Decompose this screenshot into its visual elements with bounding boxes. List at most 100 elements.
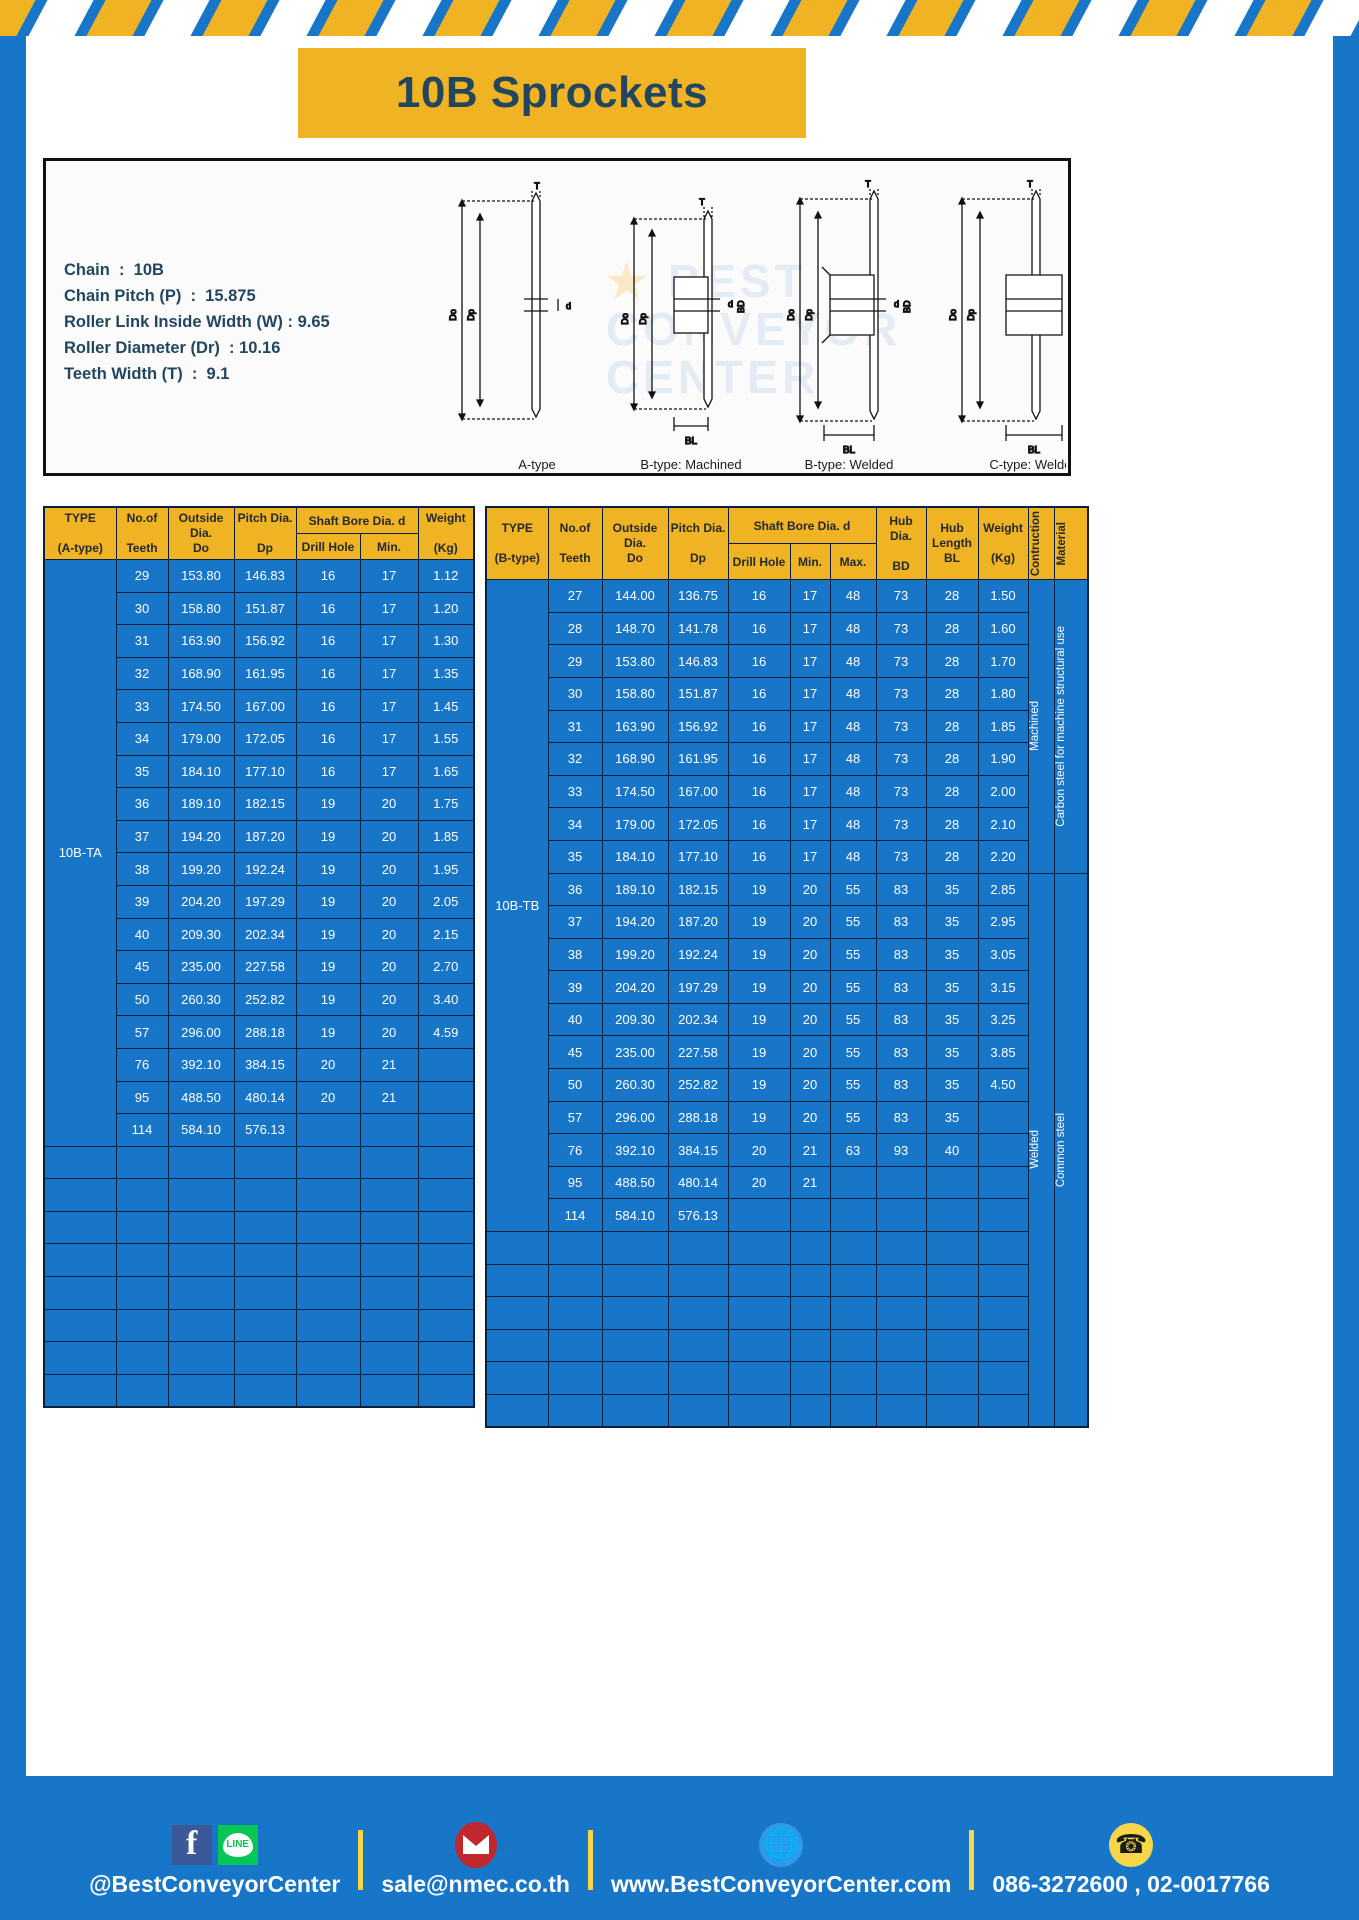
cell-teeth: 31	[547, 709, 603, 744]
cell-do: 194.20	[167, 819, 235, 854]
facebook-icon[interactable]: f	[171, 1824, 212, 1865]
cell-dp: 288.18	[233, 1015, 297, 1049]
cell-dp: 187.20	[233, 819, 297, 854]
cell-max	[829, 1263, 877, 1298]
cell-teeth: 33	[547, 774, 603, 809]
cell-dp	[233, 1210, 297, 1245]
cell-dp	[233, 1276, 297, 1310]
cell-bl: 28	[925, 774, 979, 809]
spec-list: Chain : 10B Chain Pitch (P) : 15.875 Rol…	[64, 257, 330, 387]
cell-min: 20	[359, 982, 419, 1017]
footer-phone[interactable]: ☎ 086-3272600 , 02-0017766	[992, 1822, 1270, 1898]
cell-kg: 1.85	[977, 709, 1029, 744]
col-hub-dia: Hub Dia. BD	[875, 506, 927, 581]
cell-kg	[977, 1263, 1029, 1298]
cell-max	[829, 1296, 877, 1330]
cell-max: 48	[829, 742, 877, 776]
cell-min: 17	[359, 721, 419, 756]
cell-dp	[667, 1394, 729, 1428]
cell-do: 204.20	[167, 884, 235, 919]
svg-text:BD: BD	[736, 300, 746, 313]
table-row: 38 199.20 192.24 19 20 55 83 35 3.05	[486, 937, 1088, 972]
table-row: 50 260.30 252.82 19 20 3.40	[44, 982, 475, 1017]
cell-type: 10B-TB	[485, 579, 549, 1233]
facebook-handle[interactable]: @BestConveyorCenter	[89, 1870, 341, 1897]
cell-do: 184.10	[601, 839, 669, 874]
table-row: 33 174.50 167.00 16 17 48 73 28 2.00	[486, 774, 1088, 809]
cell-do: 174.50	[601, 774, 669, 809]
cell-drill	[727, 1231, 791, 1265]
cell-bl	[925, 1231, 979, 1265]
cell-bl	[925, 1328, 979, 1363]
svg-text:d: d	[894, 299, 899, 309]
table-row: 32 168.90 161.95 16 17 48 73 28 1.90	[486, 742, 1088, 776]
cell-teeth: 50	[547, 1068, 603, 1102]
table-row: 29 153.80 146.83 16 17 48 73 28 1.70	[486, 644, 1088, 678]
cell-teeth	[115, 1341, 169, 1375]
cell-bl: 28	[925, 611, 979, 646]
email-address[interactable]: sale@nmec.co.th	[381, 1870, 570, 1897]
page-title: 10B Sprockets	[395, 68, 709, 117]
website-url[interactable]: www.BestConveyorCenter.com	[610, 1870, 952, 1897]
cell-max: 48	[829, 579, 877, 613]
footer-website[interactable]: 🌐 www.BestConveyorCenter.com	[610, 1822, 952, 1898]
cell-min	[789, 1328, 831, 1363]
cell-drill: 19	[727, 970, 791, 1004]
cell-teeth: 33	[115, 689, 169, 723]
cell-drill: 20	[727, 1165, 791, 1200]
col-min: Min.	[359, 533, 419, 560]
cell-min: 17	[789, 839, 831, 874]
cell-bd: 73	[875, 644, 927, 678]
phone-icon[interactable]: ☎	[1109, 1822, 1154, 1867]
svg-text:BL: BL	[685, 436, 698, 447]
cell-kg	[977, 1394, 1029, 1428]
table-row: 57 296.00 288.18 19 20 55 83 35	[486, 1100, 1088, 1135]
cell-bl: 35	[925, 1002, 979, 1037]
line-icon[interactable]: LINE	[217, 1824, 258, 1865]
footer-social[interactable]: f LINE @BestConveyorCenter	[89, 1823, 340, 1898]
email-icon[interactable]	[454, 1821, 497, 1868]
cell-dp	[233, 1308, 297, 1343]
cell-teeth: 45	[115, 950, 169, 984]
cell-min	[789, 1231, 831, 1265]
cell-drill: 16	[295, 656, 361, 691]
phone-number[interactable]: 086-3272600 , 02-0017766	[992, 1870, 1270, 1897]
cell-bd: 83	[875, 937, 927, 972]
cell-dp: 197.29	[233, 884, 297, 919]
cell-bl: 35	[925, 1068, 979, 1102]
table-row: 76 392.10 384.15 20 21 63 93 40	[486, 1133, 1088, 1167]
cell-max: 63	[829, 1133, 877, 1167]
cell-teeth	[547, 1296, 603, 1330]
cell-kg: 4.59	[417, 1015, 475, 1049]
footer-email[interactable]: sale@nmec.co.th	[381, 1821, 570, 1898]
cell-min: 20	[359, 787, 419, 821]
cell-dp: 480.14	[233, 1080, 297, 1115]
table-row	[43, 1178, 475, 1212]
cell-kg	[417, 1047, 475, 1082]
cell-min	[359, 1145, 419, 1180]
cell-drill	[295, 1113, 361, 1147]
cell-drill: 20	[295, 1080, 361, 1115]
table-b-body: 10B-TB 27 144.00 136.75 16 17 48 73 28 1.50 Machin…	[485, 579, 1089, 1428]
cell-kg	[417, 1341, 475, 1375]
cell-kg: 1.35	[417, 656, 475, 691]
cell-do: 392.10	[167, 1047, 235, 1082]
cell-teeth: 35	[115, 754, 169, 789]
cell-bl: 28	[925, 676, 979, 711]
cell-bd	[875, 1198, 927, 1233]
cell-bd	[875, 1328, 927, 1363]
cell-kg	[417, 1145, 475, 1180]
globe-icon[interactable]: 🌐	[759, 1822, 804, 1867]
svg-text:BL: BL	[1028, 445, 1041, 456]
cell-bd	[875, 1394, 927, 1428]
cell-dp: 202.34	[233, 917, 297, 952]
cell-min: 17	[789, 709, 831, 744]
sprocket-drawings: T Do Dp	[406, 178, 1086, 477]
cell-max: 48	[829, 807, 877, 841]
cell-drill: 19	[295, 917, 361, 952]
cell-do: 392.10	[601, 1133, 669, 1167]
cell-dp: 167.00	[667, 774, 729, 809]
table-row: 36 189.10 182.15 19 20 1.75	[44, 787, 475, 821]
cell-teeth: 29	[115, 559, 169, 593]
cell-min: 17	[359, 754, 419, 789]
